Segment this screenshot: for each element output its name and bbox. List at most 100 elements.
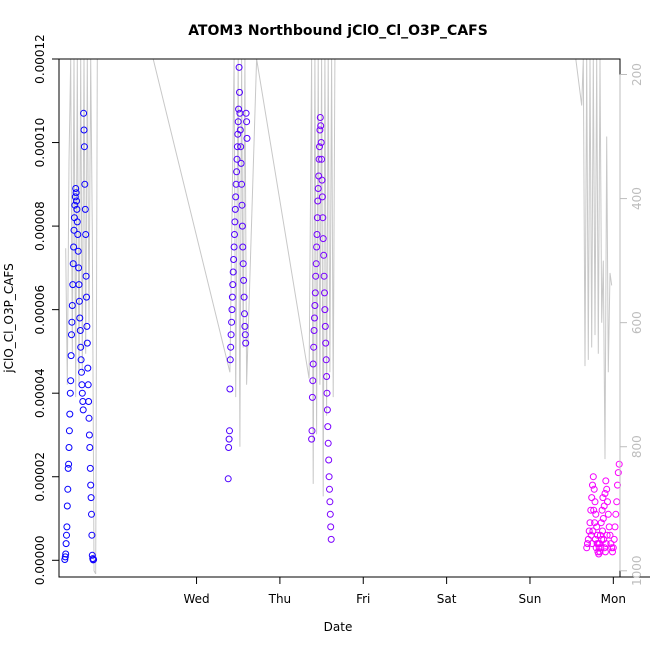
secondary-series-layer bbox=[65, 58, 613, 575]
data-point bbox=[321, 289, 328, 297]
data-point bbox=[589, 481, 596, 489]
data-point bbox=[327, 535, 335, 543]
y-tick-label: 0.00012 bbox=[33, 34, 47, 84]
data-point bbox=[589, 473, 597, 481]
data-point bbox=[75, 264, 83, 272]
data-point bbox=[308, 393, 316, 401]
data-point bbox=[314, 185, 322, 192]
data-point bbox=[613, 498, 621, 506]
x-tick-label: Sat bbox=[437, 592, 457, 606]
data-point bbox=[602, 540, 610, 548]
data-point bbox=[601, 548, 609, 556]
data-point bbox=[326, 510, 334, 518]
data-point bbox=[587, 506, 595, 514]
data-point bbox=[74, 231, 82, 238]
data-point bbox=[322, 356, 330, 364]
data-point bbox=[237, 143, 245, 151]
data-point bbox=[239, 260, 247, 268]
x-axis: WedThuFriSatSunMonTue bbox=[183, 576, 650, 606]
data-point bbox=[319, 214, 327, 222]
data-point bbox=[316, 143, 323, 151]
data-point bbox=[85, 414, 93, 422]
data-point bbox=[604, 498, 611, 506]
data-point bbox=[605, 523, 613, 531]
data-point bbox=[311, 314, 318, 322]
data-point bbox=[595, 550, 603, 558]
data-point bbox=[313, 243, 321, 251]
data-point bbox=[242, 339, 250, 347]
data-point bbox=[326, 485, 333, 493]
right-axis: 200 400 600 800 1000 bbox=[619, 63, 644, 587]
data-point bbox=[227, 343, 235, 351]
data-point bbox=[80, 126, 88, 134]
data-point bbox=[230, 243, 238, 251]
data-point bbox=[225, 444, 233, 451]
data-point bbox=[313, 231, 321, 238]
data-point bbox=[240, 276, 248, 284]
data-point bbox=[88, 551, 96, 559]
x-axis-label: Date bbox=[324, 620, 353, 634]
data-point bbox=[312, 260, 320, 268]
y-tick-label: 0.00008 bbox=[33, 201, 47, 251]
data-point bbox=[591, 498, 599, 506]
data-point bbox=[315, 155, 323, 163]
data-point bbox=[590, 485, 598, 493]
data-point bbox=[86, 464, 94, 472]
data-point bbox=[229, 281, 237, 289]
data-point bbox=[318, 193, 326, 201]
data-point bbox=[83, 322, 91, 330]
data-point bbox=[599, 494, 607, 502]
data-point bbox=[68, 331, 75, 339]
x-tick-label: Sun bbox=[519, 592, 542, 606]
data-point bbox=[319, 235, 327, 243]
data-point bbox=[241, 322, 249, 330]
data-point bbox=[308, 435, 316, 443]
data-point bbox=[238, 201, 246, 209]
right-tick-label: 1000 bbox=[630, 556, 644, 587]
data-point bbox=[591, 535, 599, 543]
data-point bbox=[238, 180, 246, 188]
x-tick-label: Thu bbox=[268, 592, 292, 606]
data-point bbox=[74, 247, 82, 255]
data-point bbox=[592, 510, 600, 518]
data-point bbox=[71, 201, 79, 209]
data-point bbox=[73, 197, 80, 205]
data-point bbox=[310, 343, 318, 351]
data-point bbox=[588, 494, 596, 502]
data-point bbox=[66, 389, 74, 397]
data-point bbox=[228, 306, 236, 314]
plot-area bbox=[58, 58, 621, 578]
data-point bbox=[233, 155, 241, 163]
data-point bbox=[599, 515, 607, 522]
data-point bbox=[609, 544, 617, 552]
data-point bbox=[314, 197, 322, 205]
data-point bbox=[325, 473, 333, 481]
data-point bbox=[590, 506, 598, 514]
data-point bbox=[591, 519, 599, 527]
data-point bbox=[601, 544, 609, 552]
data-point bbox=[61, 553, 69, 561]
data-point bbox=[77, 343, 85, 351]
data-point bbox=[584, 540, 591, 548]
data-point bbox=[593, 540, 601, 548]
data-point bbox=[226, 427, 233, 435]
y-tick-label: 0.00004 bbox=[33, 368, 47, 418]
x-tick-label: Fri bbox=[356, 592, 370, 606]
data-point bbox=[318, 176, 326, 184]
data-point bbox=[62, 540, 70, 548]
data-point bbox=[324, 439, 332, 447]
data-point bbox=[241, 331, 249, 339]
data-point bbox=[76, 314, 84, 322]
data-point bbox=[73, 205, 81, 213]
data-point bbox=[62, 550, 70, 558]
data-point bbox=[63, 502, 71, 510]
data-point bbox=[611, 523, 619, 531]
data-point bbox=[224, 475, 232, 483]
data-point bbox=[226, 356, 234, 364]
data-point bbox=[308, 427, 316, 435]
right-tick-label: 400 bbox=[630, 187, 644, 210]
data-point bbox=[235, 63, 243, 71]
data-point bbox=[78, 389, 86, 397]
data-point bbox=[588, 540, 596, 548]
